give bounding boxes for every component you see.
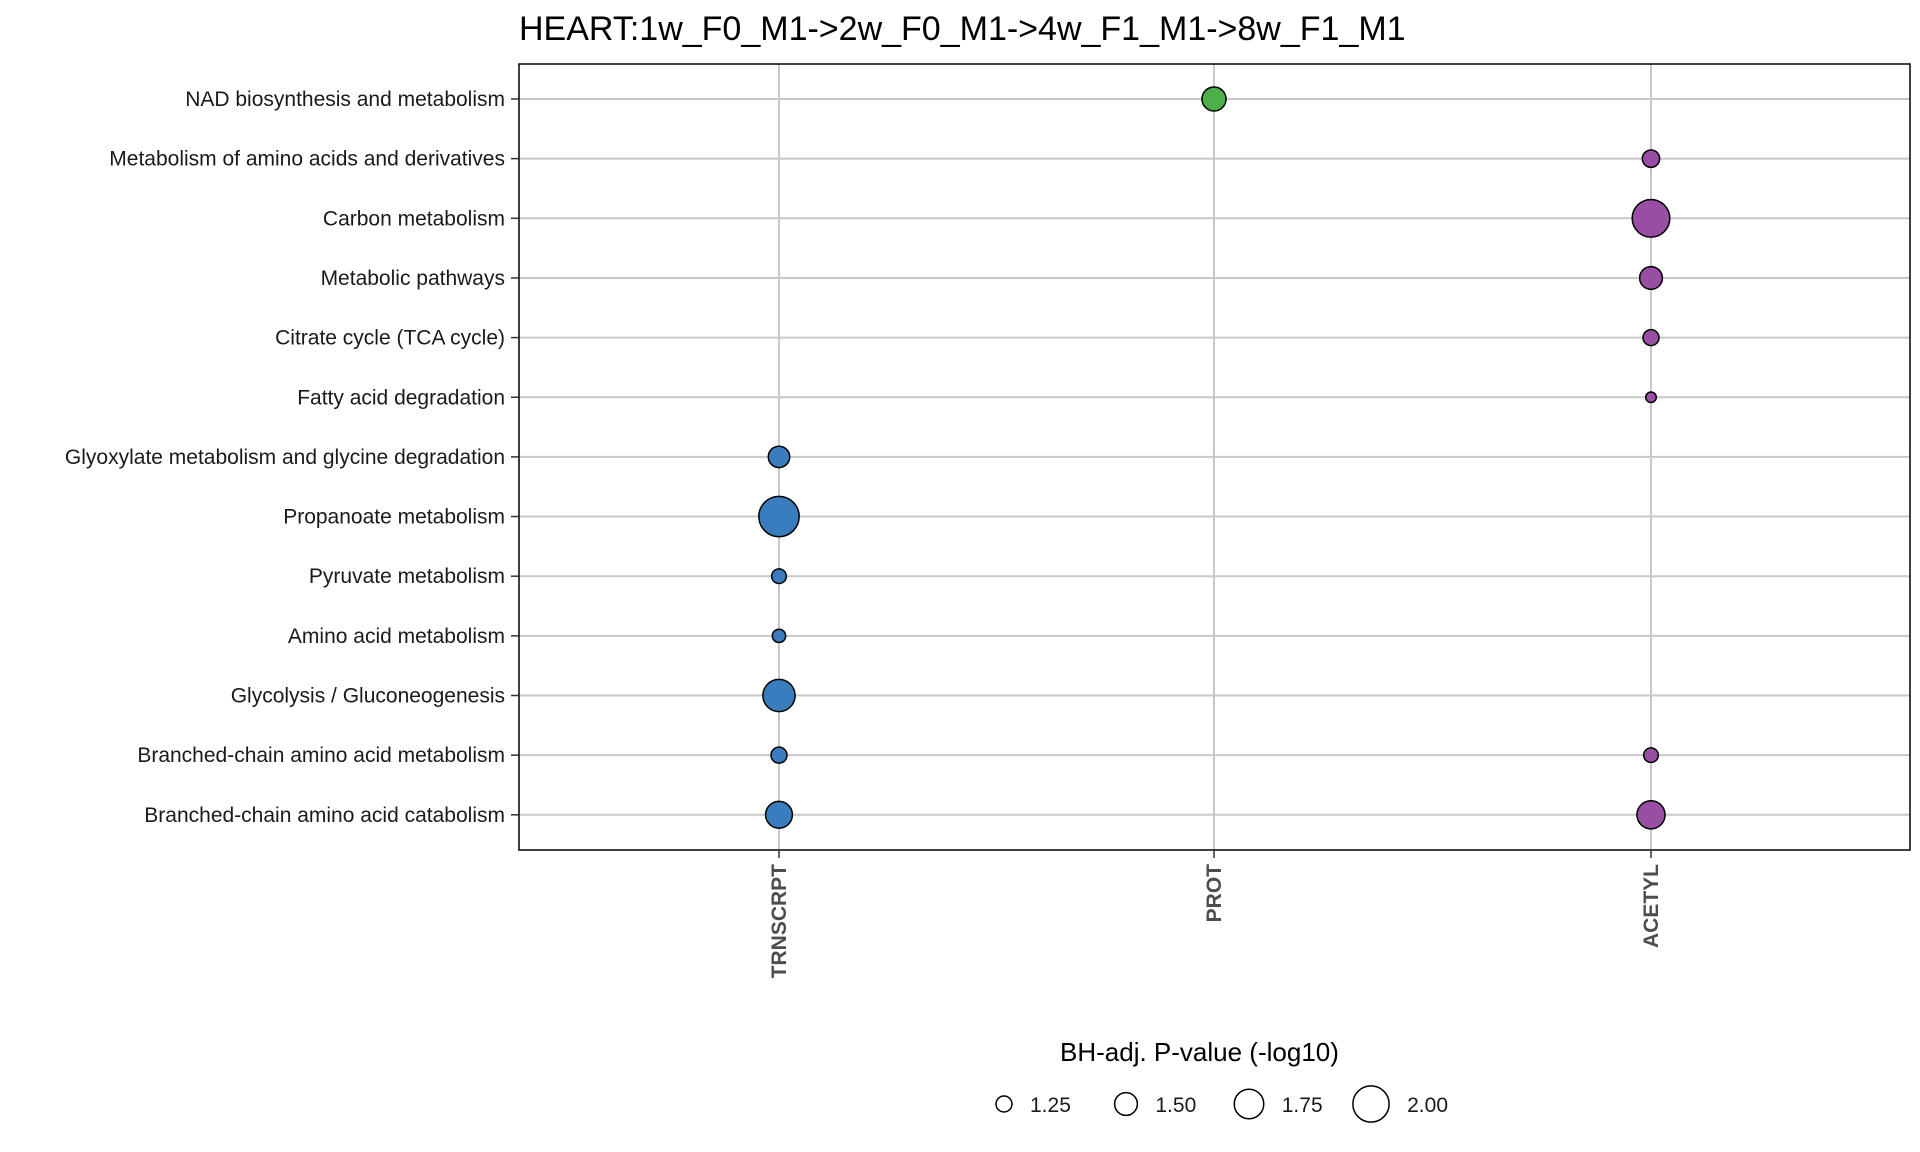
legend-key	[1113, 1091, 1139, 1117]
y-tick-label: Pyruvate metabolism	[309, 565, 505, 588]
legend: 1.25 1.50 1.75 2.00	[995, 1085, 1448, 1123]
x-tick-label: ACETYL	[1640, 864, 1663, 948]
x-tick-label: PROT	[1203, 864, 1226, 923]
legend-label: 1.50	[1155, 1094, 1196, 1117]
y-tick-label: Metabolism of amino acids and derivative…	[109, 148, 505, 171]
data-point	[1631, 198, 1671, 238]
y-tick-label: Fatty acid degradation	[297, 386, 505, 409]
legend-key	[1233, 1088, 1265, 1120]
data-point	[770, 746, 788, 764]
data-point	[1642, 747, 1660, 764]
y-tick-label: Propanoate metabolism	[283, 506, 505, 529]
data-point	[1644, 391, 1658, 404]
legend-title: BH-adj. P-value (-log10)	[1060, 1037, 1339, 1067]
data-point	[1201, 86, 1227, 112]
data-point	[758, 495, 800, 538]
y-tick-label: Carbon metabolism	[323, 207, 505, 230]
data-point	[762, 678, 796, 713]
legend-label: 1.75	[1282, 1094, 1323, 1117]
data-point	[1638, 265, 1664, 291]
points	[758, 86, 1671, 830]
grid-lines	[519, 64, 1910, 850]
y-tick-label: Metabolic pathways	[321, 267, 505, 290]
legend-key	[1352, 1085, 1390, 1123]
y-tick-label: NAD biosynthesis and metabolism	[185, 88, 505, 111]
data-point	[770, 568, 788, 585]
data-point	[764, 800, 794, 829]
y-tick-label: Amino acid metabolism	[288, 625, 505, 648]
y-tick-label: Branched-chain amino acid metabolism	[137, 744, 505, 767]
data-point	[1642, 328, 1660, 347]
y-tick-label: Glycolysis / Gluconeogenesis	[231, 685, 505, 708]
chart-title: HEART:1w_F0_M1->2w_F0_M1->4w_F1_M1->8w_F…	[519, 10, 1406, 48]
y-axis: NAD biosynthesis and metabolism Metabolis…	[65, 88, 519, 827]
data-point	[771, 628, 787, 644]
legend-label: 2.00	[1407, 1094, 1448, 1117]
legend-key	[995, 1095, 1013, 1113]
data-point	[1636, 799, 1666, 830]
y-tick-label: Branched-chain amino acid catabolism	[144, 804, 505, 827]
x-tick-label: TRNSCRPT	[768, 864, 791, 979]
legend-label: 1.25	[1030, 1094, 1071, 1117]
y-tick-label: Citrate cycle (TCA cycle)	[275, 327, 505, 350]
y-tick-label: Glyoxylate metabolism and glycine degrad…	[65, 446, 505, 469]
data-point	[1641, 149, 1661, 169]
data-point	[767, 445, 791, 469]
x-axis: TRNSCRPT PROT ACETYL	[768, 850, 1663, 978]
